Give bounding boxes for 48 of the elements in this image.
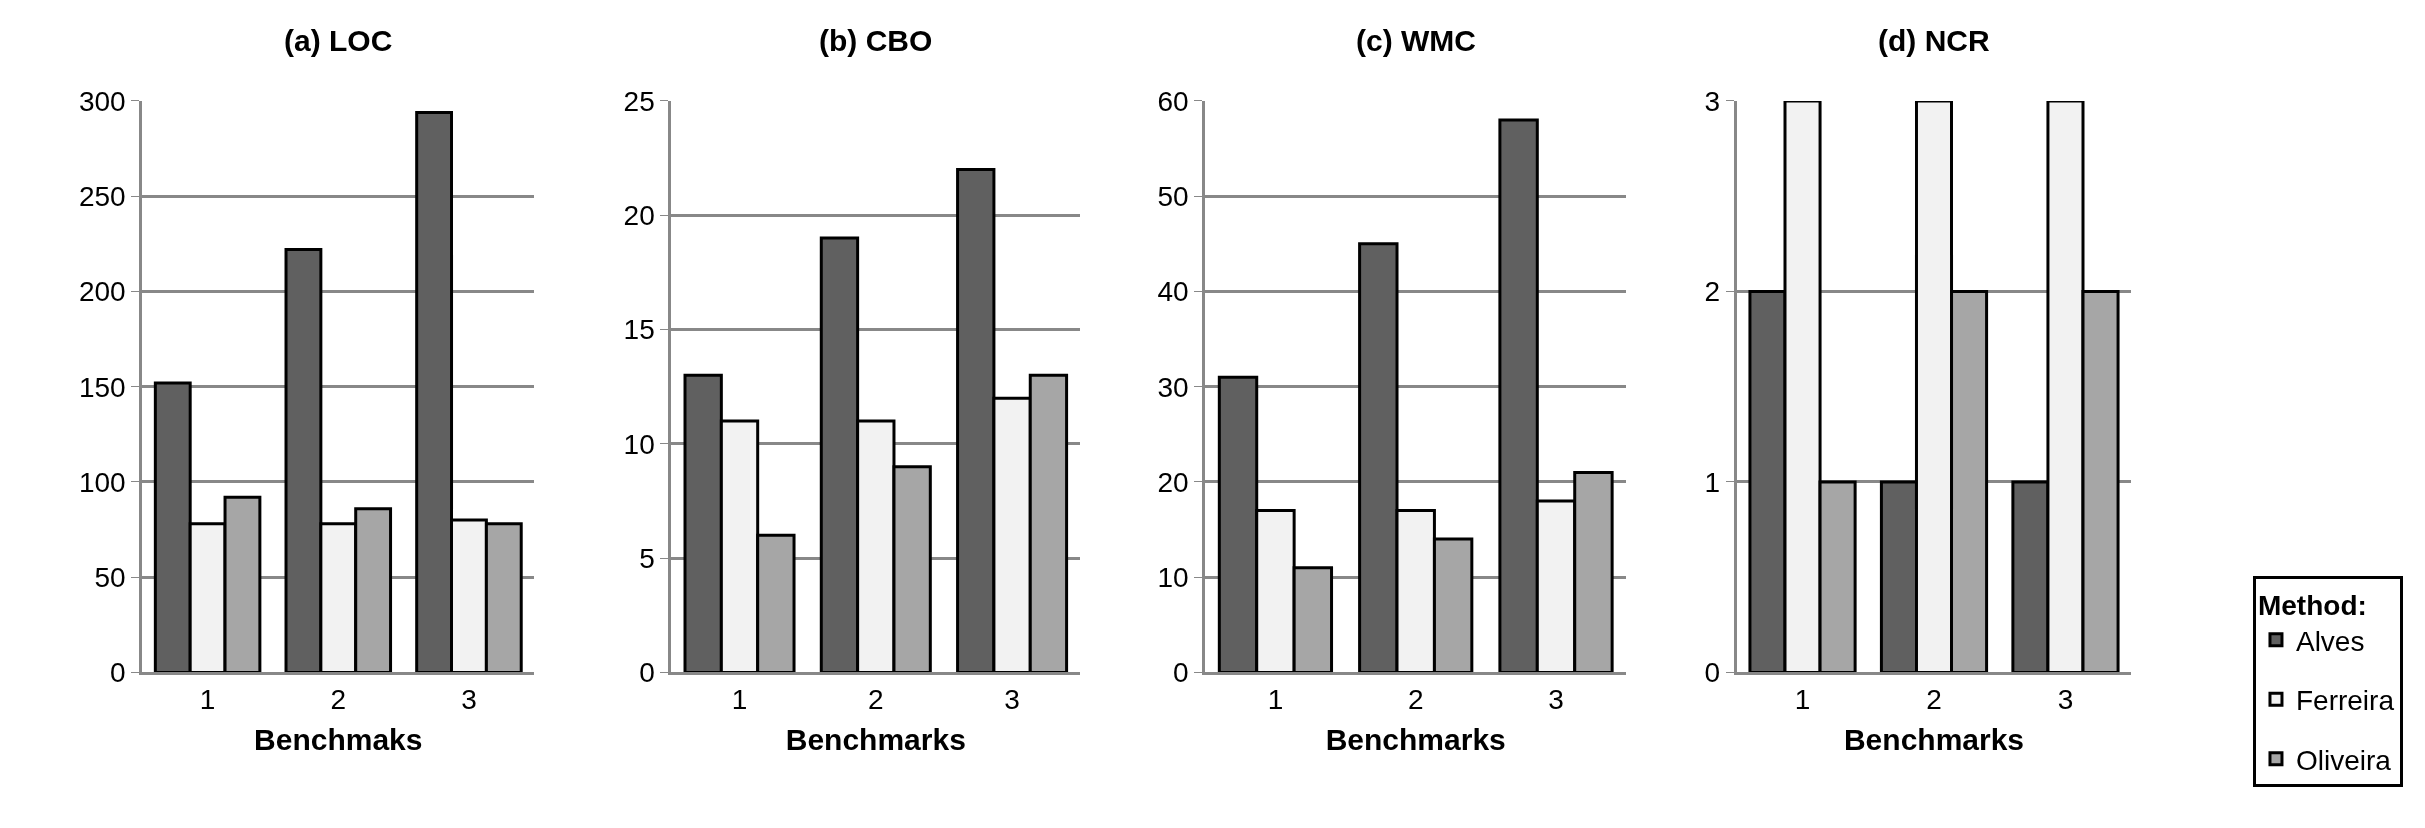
x-axis-title: Benchmarks [1325,722,1506,756]
y-tick-label: 15 [623,314,655,346]
legend-label: Ferreira [2295,685,2395,717]
chart-title: (b) CBO [819,24,933,57]
y-tick-label: 1 [1704,466,1721,498]
y-tick-label: 3 [1704,85,1721,117]
x-tick-label: 1 [731,684,748,716]
y-tick-label: 150 [78,371,126,403]
y-tick-label: 0 [1704,657,1721,689]
y-tick-label: 0 [1173,657,1189,689]
y-tick-label: 50 [94,562,126,594]
y-tick-label: 10 [623,428,655,460]
y-tick-label: 50 [1157,181,1189,213]
chart-title: (a) LOC [284,24,393,57]
legend-label: Oliveira [2295,744,2392,776]
y-tick-label: 300 [78,85,126,117]
y-tick-label: 30 [1157,371,1189,403]
x-tick-label: 3 [461,684,477,716]
x-tick-label: 1 [199,684,216,716]
legend-title: Method: [2257,590,2367,622]
y-tick-label: 100 [78,466,126,498]
y-tick-label: 40 [1157,276,1189,308]
x-tick-label: 1 [1267,684,1284,716]
x-tick-label: 2 [868,684,884,716]
y-tick-label: 2 [1704,276,1721,308]
legend-label: Alves [2295,625,2365,657]
x-tick-label: 1 [1794,684,1811,716]
y-tick-label: 0 [110,657,126,689]
y-tick-label: 20 [623,200,655,232]
x-tick-label: 3 [1548,684,1564,716]
x-axis-title: Benchmarks [785,722,966,756]
x-tick-label: 3 [1004,684,1020,716]
x-axis-title: Benchmarks [1843,722,2025,756]
x-tick-label: 2 [1926,684,1942,716]
y-tick-label: 10 [1157,562,1189,594]
y-tick-label: 60 [1157,85,1189,117]
y-tick-label: 250 [78,181,126,213]
chart-title: (c) WMC [1356,24,1476,57]
x-tick-label: 2 [330,684,347,716]
y-tick-label: 5 [639,542,655,574]
y-tick-label: 20 [1157,466,1189,498]
y-tick-label: 200 [78,276,126,308]
x-tick-label: 2 [1407,684,1424,716]
chart-title: (d) NCR [1878,24,1990,57]
y-tick-label: 25 [623,85,655,117]
x-axis-title: Benchmaks [254,722,423,756]
y-tick-label: 0 [639,657,655,689]
x-tick-label: 3 [2057,684,2074,716]
